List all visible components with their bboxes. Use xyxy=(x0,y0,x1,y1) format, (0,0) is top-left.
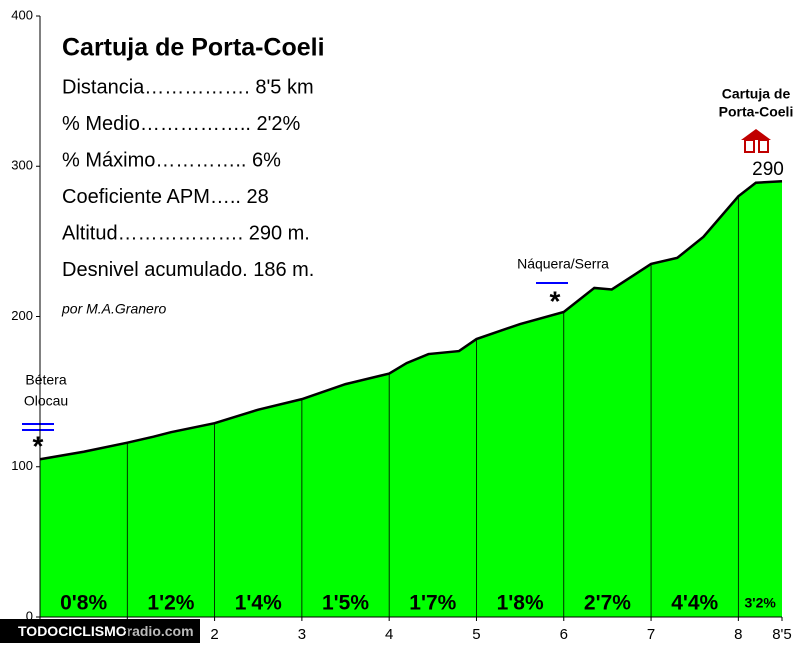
segment-label: 2'7% xyxy=(584,592,631,615)
info-line: Distancia……………. 8'5 km xyxy=(62,76,314,98)
y-tick-label: 200 xyxy=(11,308,33,323)
profile-line xyxy=(39,180,783,461)
start-label: Olocau xyxy=(24,393,68,409)
x-tick-label: 4 xyxy=(385,626,393,643)
logo: TODOCICLISMOradio.com xyxy=(0,619,200,643)
info-line: Desnivel acumulado. 186 m. xyxy=(62,259,314,281)
asterisk: * xyxy=(550,285,561,316)
y-tick-label: 100 xyxy=(11,458,33,473)
mid-label: Náquera/Serra xyxy=(517,256,609,272)
y-tick-label: 400 xyxy=(11,7,33,22)
segment-label: 0'8% xyxy=(60,592,107,615)
y-tick-label: 300 xyxy=(11,158,33,173)
info-line: Altitud………………. 290 m. xyxy=(62,222,310,244)
x-tick-label: 8'5 xyxy=(772,626,792,643)
x-tick-label: 8 xyxy=(734,626,742,643)
logo-text: radio.com xyxy=(127,623,194,639)
info-line: % Medio…………….. 2'2% xyxy=(62,113,301,135)
summit-label: Porta-Coeli xyxy=(719,104,794,120)
profile-area xyxy=(40,181,782,617)
x-tick-label: 7 xyxy=(647,626,655,643)
chart-title: Cartuja de Porta-Coeli xyxy=(62,34,325,62)
segment-label: 1'4% xyxy=(235,592,282,615)
info-line: % Máximo………….. 6% xyxy=(62,149,281,171)
segment-label: 1'8% xyxy=(497,592,544,615)
segment-label: 1'5% xyxy=(322,592,369,615)
y-tick-label: 0 xyxy=(26,608,33,623)
segment-label: 3'2% xyxy=(744,595,776,611)
x-tick-label: 5 xyxy=(472,626,480,643)
author: por M.A.Granero xyxy=(61,301,166,317)
info-block: Distancia……………. 8'5 km % Medio…………….. 2'2… xyxy=(62,76,314,281)
logo-text: TODOCICLISMO xyxy=(18,623,127,639)
summit-value: 290 xyxy=(752,159,784,180)
x-tick-label: 1 xyxy=(123,626,131,643)
svg-text:TODOCICLISMOradio.com: TODOCICLISMOradio.com xyxy=(18,623,194,639)
segment-label: 1'7% xyxy=(409,592,456,615)
info-line: Coeficiente APM….. 28 xyxy=(62,186,269,208)
x-tick-label: 6 xyxy=(560,626,568,643)
x-tick-label: 2 xyxy=(210,626,218,643)
start-label: Bétera xyxy=(25,372,66,388)
house-icon xyxy=(741,129,771,153)
asterisk: * xyxy=(33,430,44,461)
segment-label: 1'2% xyxy=(147,592,194,615)
segment-label: 4'4% xyxy=(671,592,718,615)
summit-label: Cartuja de xyxy=(722,86,791,102)
x-tick-label: 3 xyxy=(298,626,306,643)
